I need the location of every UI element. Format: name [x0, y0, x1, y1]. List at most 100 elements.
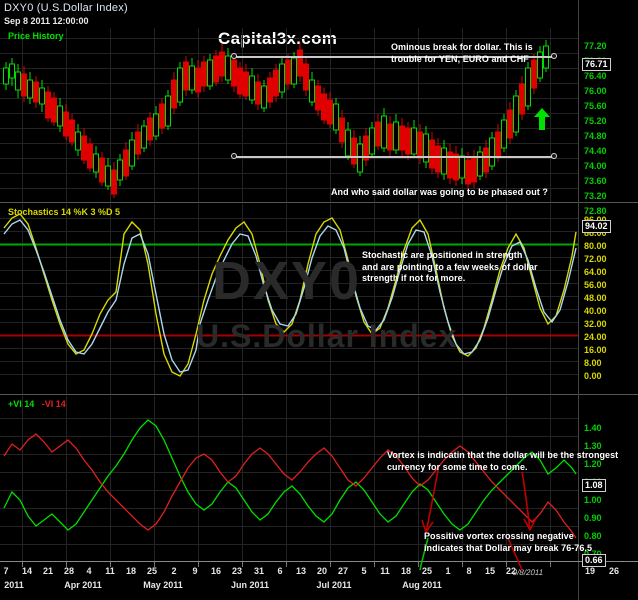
x-day-label: 8: [466, 566, 472, 576]
price-axis[interactable]: 77.20 76.80 76.40 76.00 75.60 75.20 74.8…: [578, 28, 638, 216]
x-tickmark: [418, 562, 419, 567]
price-annotation-bottom: And who said dollar was going to be phas…: [331, 187, 548, 197]
x-month-label: May 2011: [143, 580, 183, 590]
price-tick: 74.80: [584, 131, 607, 141]
instrument-title: DXY0 (U.S.Dollar Index): [4, 2, 128, 14]
x-tickmark: [462, 562, 463, 567]
price-tick: 75.20: [584, 116, 607, 126]
stoch-tick: 72.00: [584, 254, 607, 264]
annotation-arrows: [421, 470, 537, 533]
x-tickmark: [66, 562, 67, 567]
support-handle-right[interactable]: [551, 153, 557, 159]
stoch-tick: 0.00: [584, 371, 602, 381]
grid-lines: [0, 204, 578, 394]
price-panel[interactable]: Price History: [0, 28, 578, 202]
x-day-label: 27: [337, 566, 349, 576]
stoch-tick: 24.00: [584, 332, 607, 342]
vortex-positive-value-box: 1.08: [582, 479, 606, 492]
price-tick: 76.40: [584, 71, 607, 81]
panel-separator-1: [0, 202, 638, 203]
x-day-label: 28: [63, 566, 75, 576]
x-day-label: 15: [484, 566, 496, 576]
vortex-panel-label: +VI 14 -VI 14: [8, 399, 66, 409]
x-day-label: 13: [295, 566, 307, 576]
vi-negative-line: [3, 433, 577, 539]
stoch-tick: 16.00: [584, 345, 607, 355]
axis-divider: [578, 0, 579, 600]
stochastics-chart-canvas: [0, 204, 578, 394]
stoch-tick: 88.00: [584, 228, 607, 238]
x-day-label: 11: [105, 566, 115, 576]
support-handle-left[interactable]: [231, 153, 237, 159]
price-last-value-box: 76.71: [582, 58, 611, 71]
x-tickmark: [154, 562, 155, 567]
vi-positive-label: +VI 14: [8, 399, 35, 409]
vortex-tick: 1.00: [584, 495, 602, 505]
price-panel-label: Price History: [8, 31, 64, 41]
stochastics-panel-label: Stochastics 14 %K 3 %D 5: [8, 207, 121, 217]
x-day-label: 11: [380, 566, 390, 576]
x-month-label: 2011: [4, 580, 24, 590]
stoch-k-line: [3, 213, 577, 377]
x-day-label: 21: [42, 566, 54, 576]
price-tick: 74.40: [584, 146, 607, 156]
vortex-axis[interactable]: 1.40 1.30 1.20 1.10 1.00 0.90 0.80 0.70 …: [578, 396, 638, 567]
x-day-label: 18: [400, 566, 412, 576]
stoch-tick: 64.00: [584, 267, 607, 277]
bullish-arrow-marker: [534, 108, 550, 130]
x-tickmark: [242, 562, 243, 567]
vortex-annotation-top: Vortex is indicatin that the dollar will…: [387, 450, 619, 472]
annotation-arrow-cross: [419, 537, 523, 571]
x-day-label: 25: [146, 566, 158, 576]
stoch-d-line: [3, 219, 577, 373]
resistance-trendline[interactable]: [234, 56, 554, 58]
resistance-handle-right[interactable]: [551, 53, 557, 59]
price-tick: 73.60: [584, 176, 607, 186]
x-day-label: 9: [192, 566, 198, 576]
x-day-label: 2: [171, 566, 177, 576]
candlestick-series: [3, 40, 549, 198]
x-day-label: 4: [86, 566, 92, 576]
date-axis[interactable]: 7 14 21 28 4 11 18 25 2 9 16 23 31 6 13 …: [0, 562, 638, 600]
x-tickmark: [286, 562, 287, 567]
panel-separator-2: [0, 394, 638, 395]
x-day-label: 6: [277, 566, 283, 576]
grid-lines: [0, 396, 578, 562]
vortex-chart-canvas: [0, 396, 578, 562]
vi-negative-label: -VI 14: [41, 399, 66, 409]
price-tick: 73.20: [584, 191, 607, 201]
stoch-tick: 32.00: [584, 319, 607, 329]
x-tickmark: [22, 562, 23, 567]
x-tickmark: [506, 562, 507, 567]
stoch-tick: 48.00: [584, 293, 607, 303]
x-tickmark: [374, 562, 375, 567]
stochastics-last-value-box: 94.02: [582, 220, 611, 233]
x-month-label: Apr 2011: [64, 580, 102, 590]
resistance-handle-left[interactable]: [231, 53, 237, 59]
x-day-label: 14: [21, 566, 33, 576]
vortex-panel[interactable]: +VI 14 -VI 14: [0, 396, 578, 562]
quote-datetime: Sep 8 2011 12:00:00: [4, 16, 89, 26]
x-day-label: 31: [253, 566, 265, 576]
x-day-label: 25: [421, 566, 433, 576]
vi-positive-line: [3, 419, 577, 531]
vortex-tick: 0.90: [584, 513, 602, 523]
stoch-tick: 8.00: [584, 358, 602, 368]
price-tick: 77.20: [584, 41, 607, 51]
stochastics-axis[interactable]: 96.00 88.00 80.00 72.00 64.00 56.00 48.0…: [578, 204, 638, 394]
vortex-tick: 1.40: [584, 423, 602, 433]
x-day-label: 19: [584, 566, 596, 576]
x-tickmark: [550, 562, 551, 567]
x-day-label: 26: [608, 566, 620, 576]
price-tick: 74.00: [584, 161, 607, 171]
support-trendline[interactable]: [234, 156, 554, 158]
x-day-label: 5: [361, 566, 367, 576]
vortex-tick: 0.80: [584, 531, 602, 541]
x-day-label: 18: [125, 566, 137, 576]
price-tick: 75.60: [584, 101, 607, 111]
x-tickmark: [330, 562, 331, 567]
x-tickmark: [110, 562, 111, 567]
x-month-label: Jul 2011: [316, 580, 352, 590]
x-day-label: 22: [505, 566, 517, 576]
stochastics-panel[interactable]: Stochastics 14 %K 3 %D 5: [0, 204, 578, 394]
